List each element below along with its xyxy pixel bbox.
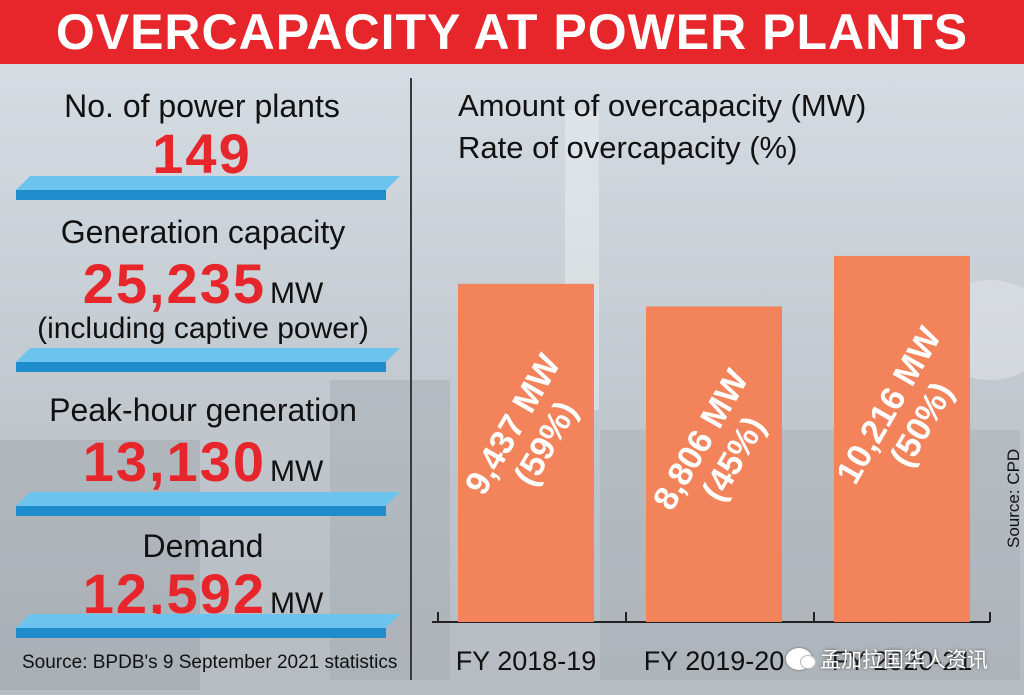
plinth bbox=[16, 492, 400, 516]
stat-value-row: 13,130 MW bbox=[18, 434, 388, 490]
x-tick-label: FY 2018-19 bbox=[456, 646, 597, 676]
watermark-text: 孟加拉国华人资讯 bbox=[820, 649, 988, 672]
bar-fy-2018-19 bbox=[458, 283, 594, 622]
stat-value: 12,592 bbox=[82, 562, 266, 625]
x-tick-label: FY 2020-21 bbox=[832, 646, 973, 676]
stat-peak-hour-generation: Peak-hour generation 13,130 MW bbox=[18, 392, 388, 490]
bar-fy-2019-20 bbox=[646, 306, 782, 622]
bar-fy-2020-21 bbox=[834, 255, 970, 622]
stat-label: Peak-hour generation bbox=[49, 392, 357, 428]
chat-icon bbox=[786, 648, 816, 670]
x-ticks: FY 2018-19 FY 2019-20 FY 2020-21 bbox=[437, 612, 991, 676]
plinth bbox=[16, 348, 400, 372]
stat-label: Generation capacity bbox=[60, 214, 346, 250]
stat-unit: MW bbox=[269, 455, 324, 488]
bars: 9,437 MW(59%) 8,806 MW(45%) 10,216 MW(50%) bbox=[458, 255, 970, 622]
plinth bbox=[16, 176, 400, 200]
overcapacity-bar-chart: 9,437 MW(59%) 8,806 MW(45%) 10,216 MW(50%)… bbox=[432, 255, 991, 676]
stat-value: 25,235 bbox=[82, 252, 266, 315]
divider bbox=[410, 78, 412, 680]
stat-demand: Demand 12,592 MW bbox=[18, 528, 388, 622]
stat-note: (including captive power) bbox=[37, 312, 369, 345]
source-note: Source: BPDB's 9 September 2021 statisti… bbox=[22, 652, 398, 673]
stat-value-row: 149 bbox=[22, 126, 382, 182]
stat-label: Demand bbox=[142, 528, 264, 564]
page-title: OVERCAPACITY AT POWER PLANTS bbox=[0, 0, 1024, 64]
x-tick-label: FY 2019-20 bbox=[644, 646, 785, 676]
stat-power-plants: No. of power plants 149 bbox=[22, 88, 382, 182]
legend-rate: Rate of overcapacity (%) bbox=[458, 130, 798, 165]
stat-value: 149 bbox=[152, 122, 252, 185]
stat-value: 13,130 bbox=[82, 430, 266, 493]
legend-amount: Amount of overcapacity (MW) bbox=[458, 88, 867, 123]
watermark: 孟加拉国华人资讯 bbox=[786, 644, 988, 674]
stat-label: No. of power plants bbox=[64, 88, 340, 124]
source-credit: Source: CPD bbox=[1004, 448, 1023, 548]
stat-generation-capacity: Generation capacity 25,235 MW (including … bbox=[18, 214, 388, 346]
stat-unit: MW bbox=[269, 277, 324, 310]
plinth bbox=[16, 614, 400, 638]
stat-value-row: 25,235 MW bbox=[18, 256, 388, 312]
